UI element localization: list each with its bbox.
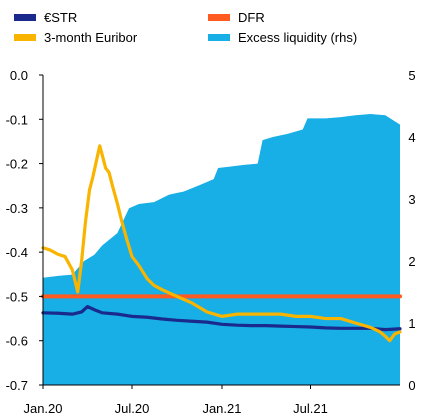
plot-area: [41, 114, 402, 385]
axes: 0.0 -0.1 -0.2 -0.3 -0.4 -0.5 -0.6 -0.7 5 4 3 2 1 0 Jan…: [6, 68, 416, 416]
legend-label-dfr: DFR: [238, 10, 265, 25]
legend-swatch-dfr: [208, 14, 230, 21]
legend-label-euribor: 3-month Euribor: [44, 30, 138, 45]
y-left-tick-label: -0.7: [6, 378, 28, 393]
y-left-tick-label: -0.5: [6, 289, 28, 304]
legend-item-estr: €STR: [14, 10, 77, 25]
series-3-month-euribor-line: [41, 144, 402, 343]
y-left-tick-label: -0.4: [6, 245, 28, 260]
y-right-tick-label: 5: [408, 68, 415, 83]
legend-label-excess-liquidity: Excess liquidity (rhs): [238, 30, 357, 45]
x-tick-label: Jan.20: [23, 401, 62, 416]
legend-swatch-excess-liquidity: [208, 34, 230, 41]
legend-item-excess-liquidity: Excess liquidity (rhs): [208, 30, 357, 45]
legend-item-euribor: 3-month Euribor: [14, 30, 138, 45]
legend-label-estr: €STR: [44, 10, 77, 25]
y-left-tick-label: 0.0: [10, 68, 28, 83]
y-left-tick-label: -0.3: [6, 201, 28, 216]
series-estr-line: [41, 305, 402, 332]
legend-swatch-euribor: [14, 34, 36, 41]
x-tick-label: Jan.21: [202, 401, 241, 416]
legend: €STR 3-month Euribor DFR Excess liquidit…: [14, 10, 357, 45]
y-right-tick-label: 3: [408, 192, 415, 207]
y-right-tick-label: 1: [408, 316, 415, 331]
y-left-tick-label: -0.2: [6, 157, 28, 172]
x-tick-label: Jul.20: [115, 401, 150, 416]
y-left-tick-label: -0.6: [6, 334, 28, 349]
y-right-tick-label: 4: [408, 130, 415, 145]
legend-item-dfr: DFR: [208, 10, 265, 25]
y-right-tick-label: 0: [408, 378, 415, 393]
y-right-tick-label: 2: [408, 254, 415, 269]
y-left-tick-label: -0.1: [6, 112, 28, 127]
x-tick-label: Jul.21: [293, 401, 328, 416]
legend-swatch-estr: [14, 14, 36, 21]
